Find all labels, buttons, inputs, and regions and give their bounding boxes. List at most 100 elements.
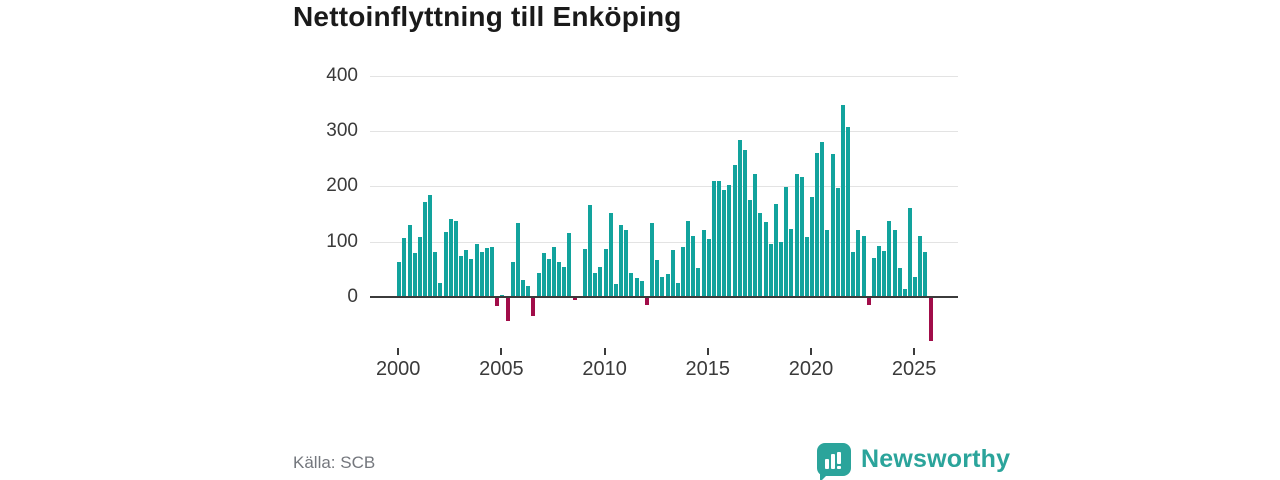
bar-positive (634, 278, 639, 297)
bar-positive (706, 239, 711, 297)
bar-positive (830, 153, 835, 297)
bar-positive (484, 248, 489, 297)
bar-positive (624, 230, 629, 297)
bar-positive (779, 242, 784, 297)
x-axis-tick-label: 2010 (582, 358, 627, 380)
bar-positive (510, 262, 515, 297)
bar-positive (804, 236, 809, 297)
bar-positive (665, 274, 670, 297)
bar-positive (851, 251, 856, 297)
gridline (370, 241, 958, 243)
gridline (370, 186, 958, 188)
x-axis-tick (603, 348, 606, 355)
bar-positive (784, 186, 789, 297)
bar-positive (825, 230, 830, 297)
bar-positive (923, 252, 928, 297)
bar-positive (536, 272, 541, 297)
x-axis-tick (913, 348, 916, 355)
logo-bar-small (825, 459, 829, 469)
bar-positive (701, 229, 706, 297)
bar-positive (515, 223, 520, 297)
bar-positive (433, 252, 438, 297)
newsworthy-logo-icon (817, 443, 851, 476)
logo-speech-tail (820, 473, 829, 480)
bar-positive (763, 222, 768, 297)
bar-positive (588, 205, 593, 297)
gridline (370, 131, 958, 133)
bar-positive (407, 224, 412, 297)
bar-positive (402, 238, 407, 297)
source-note: Källa: SCB (293, 453, 376, 472)
bar-positive (639, 280, 644, 297)
bar-positive (799, 176, 804, 297)
bar-positive (861, 236, 866, 297)
bar-positive (417, 236, 422, 297)
bar-negative (495, 298, 500, 306)
bar-positive (856, 229, 861, 297)
bar-negative (644, 298, 649, 306)
bar-positive (598, 266, 603, 297)
bar-positive (789, 228, 794, 297)
bar-positive (918, 235, 923, 297)
y-axis-tick-label: 100 (326, 230, 358, 252)
bar-positive (680, 247, 685, 297)
bar-positive (902, 288, 907, 297)
bar-positive (711, 181, 716, 297)
gridline (370, 75, 958, 77)
bar-positive (464, 249, 469, 297)
x-axis-tick (809, 348, 812, 355)
bar-positive (619, 224, 624, 297)
x-axis-tick (706, 348, 709, 355)
bar-positive (500, 294, 505, 297)
bar-negative (505, 298, 510, 321)
bar-positive (732, 165, 737, 297)
logo-bar-tall (831, 454, 835, 469)
bar-positive (453, 221, 458, 297)
bar-positive (613, 284, 618, 297)
logo-exclamation-stem (837, 452, 841, 464)
bar-positive (562, 266, 567, 297)
bar-positive (809, 196, 814, 297)
bar-positive (675, 283, 680, 297)
bar-positive (815, 152, 820, 297)
bar-positive (840, 104, 845, 297)
bar-positive (655, 259, 660, 297)
bar-positive (551, 247, 556, 297)
bar-positive (521, 280, 526, 297)
bar-negative (531, 298, 536, 317)
bar-positive (887, 220, 892, 297)
bar-positive (448, 219, 453, 297)
x-axis-tick (397, 348, 400, 355)
bar-positive (459, 256, 464, 297)
bar-positive (567, 233, 572, 297)
bar-positive (603, 248, 608, 297)
bar-positive (479, 251, 484, 297)
y-axis-tick-label: 0 (347, 286, 358, 307)
x-axis-tick-label: 2025 (891, 358, 937, 380)
y-axis-tick-label: 200 (326, 175, 358, 197)
bar-positive (717, 181, 722, 297)
x-axis-tick-label: 2000 (375, 358, 421, 380)
bar-positive (546, 258, 551, 297)
bar-positive (490, 246, 495, 297)
bar-positive (742, 150, 747, 297)
bar-positive (691, 236, 696, 297)
bar-positive (397, 262, 402, 297)
bar-positive (608, 213, 613, 297)
bar-positive (882, 250, 887, 297)
bar-negative (572, 298, 577, 301)
bar-positive (670, 249, 675, 297)
y-axis-tick-label: 400 (326, 64, 358, 86)
x-axis-tick-label: 2005 (479, 358, 524, 380)
bar-positive (541, 252, 546, 297)
bar-positive (908, 207, 913, 297)
bar-positive (526, 286, 531, 297)
bar-positive (835, 187, 840, 297)
logo-exclamation-dot (837, 466, 841, 469)
bar-positive (913, 276, 918, 297)
bar-positive (650, 223, 655, 297)
brand-wordmark: Newsworthy (861, 445, 1011, 473)
bar-positive (773, 203, 778, 297)
x-axis-tick-label: 2020 (788, 358, 834, 380)
